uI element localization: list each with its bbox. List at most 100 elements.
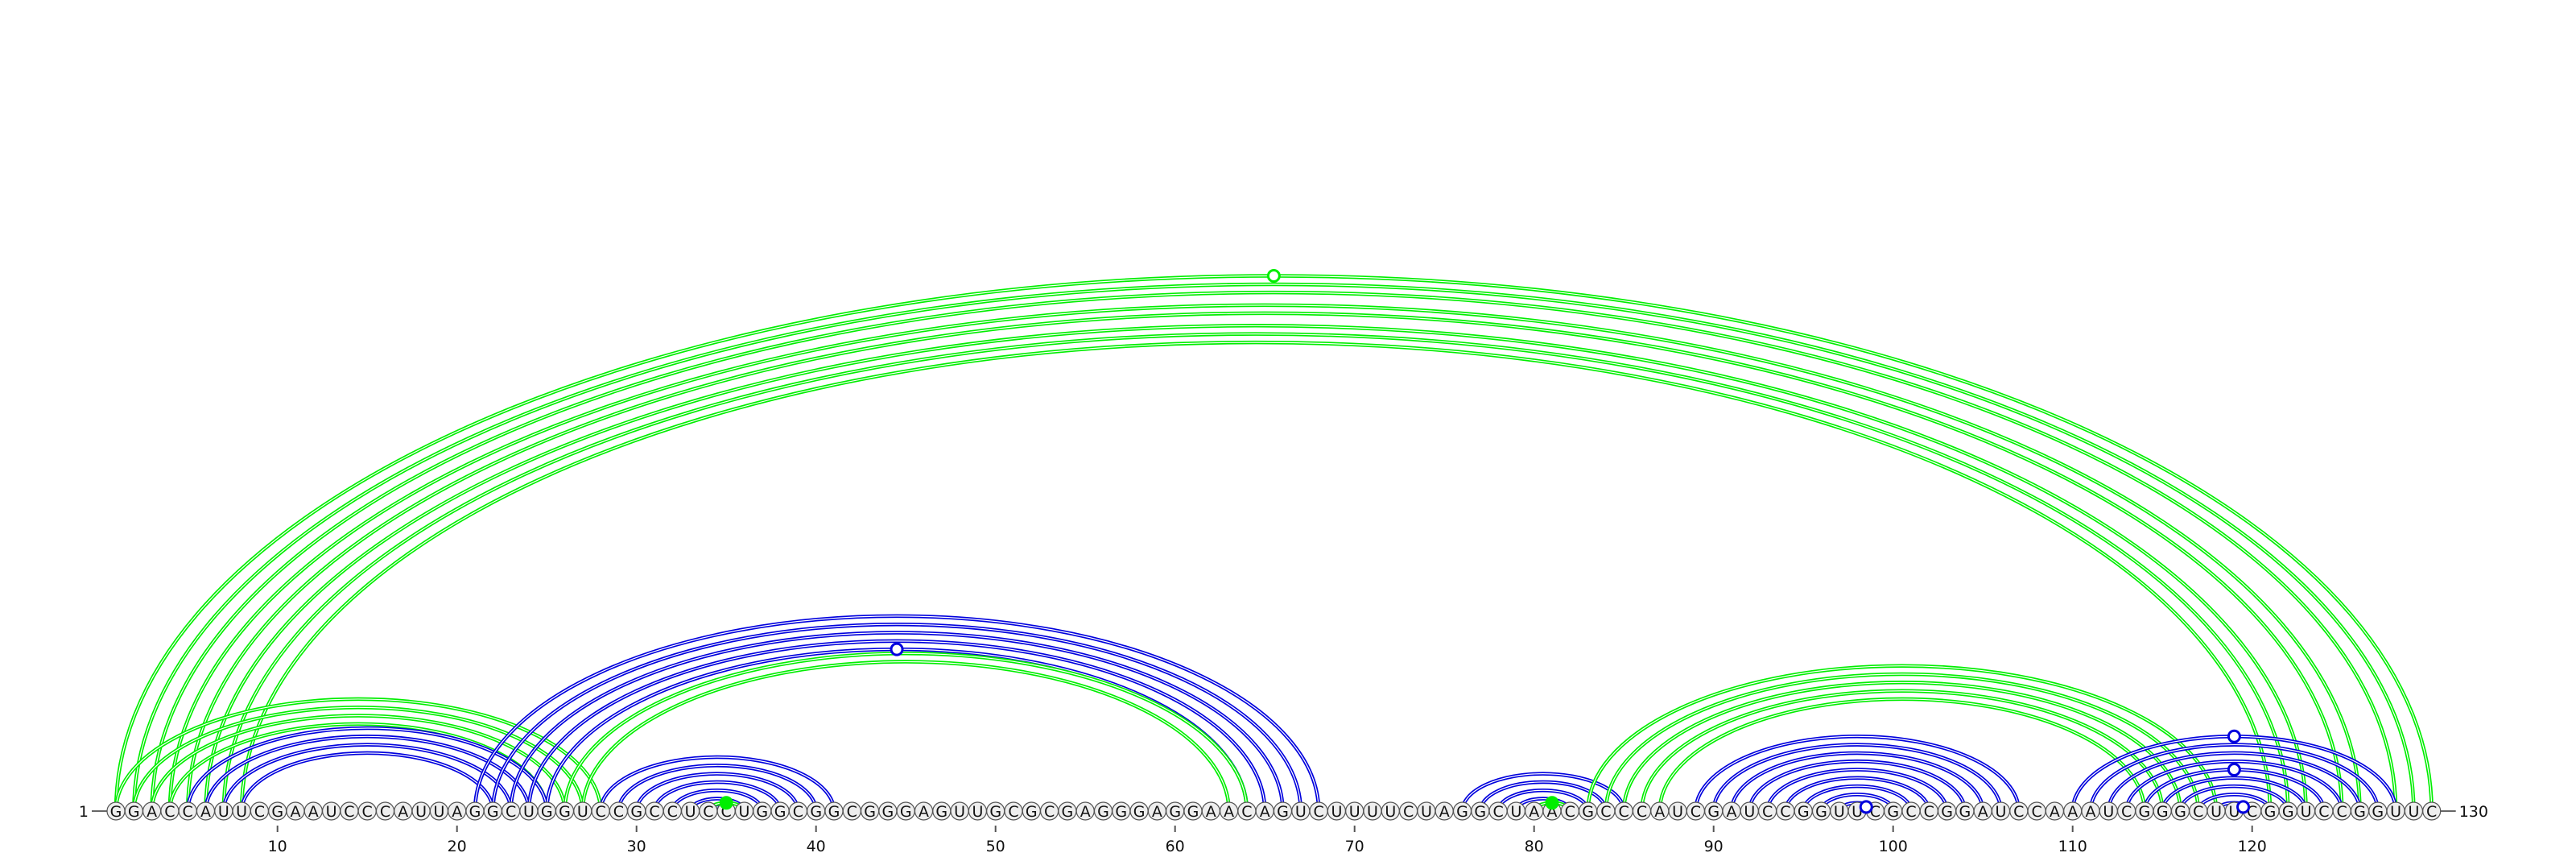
nucleotide-letter: U — [2408, 803, 2419, 821]
arc-marker — [890, 642, 904, 656]
tick-label: 60 — [1166, 838, 1185, 855]
sequence-start-label: 1 — [79, 803, 89, 821]
base-pair-arc-inner — [115, 275, 2433, 812]
nucleotide-letter: C — [1403, 803, 1414, 821]
base-pair-arc-inner — [654, 781, 781, 812]
nucleotide-letter: G — [2139, 803, 2151, 821]
nucleotide-letter: G — [828, 803, 840, 821]
base-pair-arc-inner — [1497, 789, 1589, 812]
nucleotide-letter: G — [541, 803, 553, 821]
nucleotide-letter: C — [1619, 803, 1629, 821]
nucleotide-letter: A — [398, 803, 408, 821]
nucleotide-letter: G — [756, 803, 768, 821]
nucleotide-letter: U — [2390, 803, 2401, 821]
nucleotide-letter: A — [1978, 803, 1988, 821]
base-pair-arc-inner — [223, 744, 512, 812]
base-pair-arc-inner — [1623, 681, 2182, 812]
nucleotide-letter: A — [308, 803, 319, 821]
arc-marker — [1545, 796, 1559, 810]
base-pair-arc-inner — [2179, 785, 2289, 812]
arc-marker — [2227, 729, 2241, 743]
base-pair-arc-inner — [1605, 673, 2199, 812]
nucleotide-letter: G — [1169, 803, 1181, 821]
base-pair-arc-inner — [204, 325, 2307, 812]
nucleotide-letter: C — [613, 803, 624, 821]
nucleotide-letter: G — [271, 803, 283, 821]
nucleotide-letter: C — [1637, 803, 1647, 821]
base-pair-arc-inner — [671, 789, 763, 812]
nucleotide-letter: U — [1834, 803, 1845, 821]
base-pair-arc — [114, 274, 2434, 812]
base-pair-arc-inner — [169, 304, 2361, 812]
base-pair-arc-inner — [2126, 760, 2343, 812]
nucleotide-letter: G — [1582, 803, 1594, 821]
tick-label: 50 — [986, 838, 1005, 855]
nucleotide-letter: C — [649, 803, 659, 821]
nucleotide-letter: G — [989, 803, 1001, 821]
tick-label: 70 — [1345, 838, 1364, 855]
nucleotide-letter: C — [1492, 803, 1503, 821]
tick-label: 120 — [2238, 838, 2267, 855]
nucleotide-letter: G — [1474, 803, 1486, 821]
nucleotide-letter: C — [362, 803, 373, 821]
nucleotide-letter: U — [577, 803, 588, 821]
tick-label: 110 — [2058, 838, 2087, 855]
nucleotide-letter: G — [774, 803, 786, 821]
nucleotide-letter: U — [433, 803, 444, 821]
nucleotide-letter: U — [523, 803, 535, 821]
nucleotide-letter: C — [1905, 803, 1916, 821]
nucleotide-letter: U — [415, 803, 427, 821]
nucleotide-letter: C — [380, 803, 390, 821]
base-pair-arc-inner — [1695, 735, 2020, 812]
nucleotide-letter: A — [2067, 803, 2078, 821]
nucleotide-letter: G — [1133, 803, 1146, 821]
nucleotide-letter: U — [2103, 803, 2114, 821]
nucleotide-letter: G — [1187, 803, 1199, 821]
tick-label: 10 — [268, 838, 287, 855]
nucleotide-letter: U — [1367, 803, 1378, 821]
nucleotide-letter: G — [1815, 803, 1827, 821]
nucleotide-letter: C — [344, 803, 354, 821]
nucleotide-letter: U — [1421, 803, 1432, 821]
base-pair-arcs — [114, 274, 2434, 812]
nucleotide-letter: C — [254, 803, 265, 821]
base-pair-arc-inner — [1767, 768, 1948, 812]
nucleotide-letter: C — [667, 803, 678, 821]
nucleotide-letter: G — [1887, 803, 1899, 821]
nucleotide-letter: G — [2264, 803, 2277, 821]
nucleotide-letter: C — [1044, 803, 1055, 821]
nucleotide-letter: A — [1439, 803, 1450, 821]
nucleotide-letter: C — [2318, 803, 2329, 821]
base-pair-arc-inner — [204, 735, 530, 812]
nucleotide-letter: G — [1115, 803, 1127, 821]
nucleotide-letter: G — [2174, 803, 2186, 821]
nucleotide-letter: G — [128, 803, 140, 821]
nucleotide-letter: A — [291, 803, 301, 821]
base-pair-arc-inner — [510, 631, 1284, 812]
nucleotide-letter: G — [1959, 803, 1971, 821]
base-pair-arc-inner — [600, 756, 835, 812]
base-pair-arc-inner — [2161, 777, 2307, 812]
nucleotide-letter: G — [1798, 803, 1810, 821]
base-pair-arc-inner — [241, 342, 2271, 812]
nucleotide-letter: A — [1224, 803, 1234, 821]
base-pair-arc-inner — [617, 764, 817, 812]
base-pair-arc — [1694, 735, 2021, 812]
nucleotide-letter: U — [1672, 803, 1683, 821]
nucleotide-letter: A — [1260, 803, 1270, 821]
nucleotide-letter: U — [685, 803, 696, 821]
arc-marker — [2227, 762, 2241, 776]
nucleotide-letter: U — [1385, 803, 1396, 821]
nucleotide-letter: G — [2354, 803, 2366, 821]
arc-marker — [1859, 800, 1873, 814]
nucleotide-letter: G — [935, 803, 947, 821]
nucleotide-letter: U — [1510, 803, 1521, 821]
nucleotide-letter: C — [1690, 803, 1701, 821]
base-pair-arc-inner — [223, 333, 2289, 812]
base-pair-arc-inner — [492, 623, 1302, 812]
nucleotide-letter: G — [559, 803, 571, 821]
nucleotide-letter: U — [1996, 803, 2007, 821]
arc-marker — [2236, 800, 2251, 814]
